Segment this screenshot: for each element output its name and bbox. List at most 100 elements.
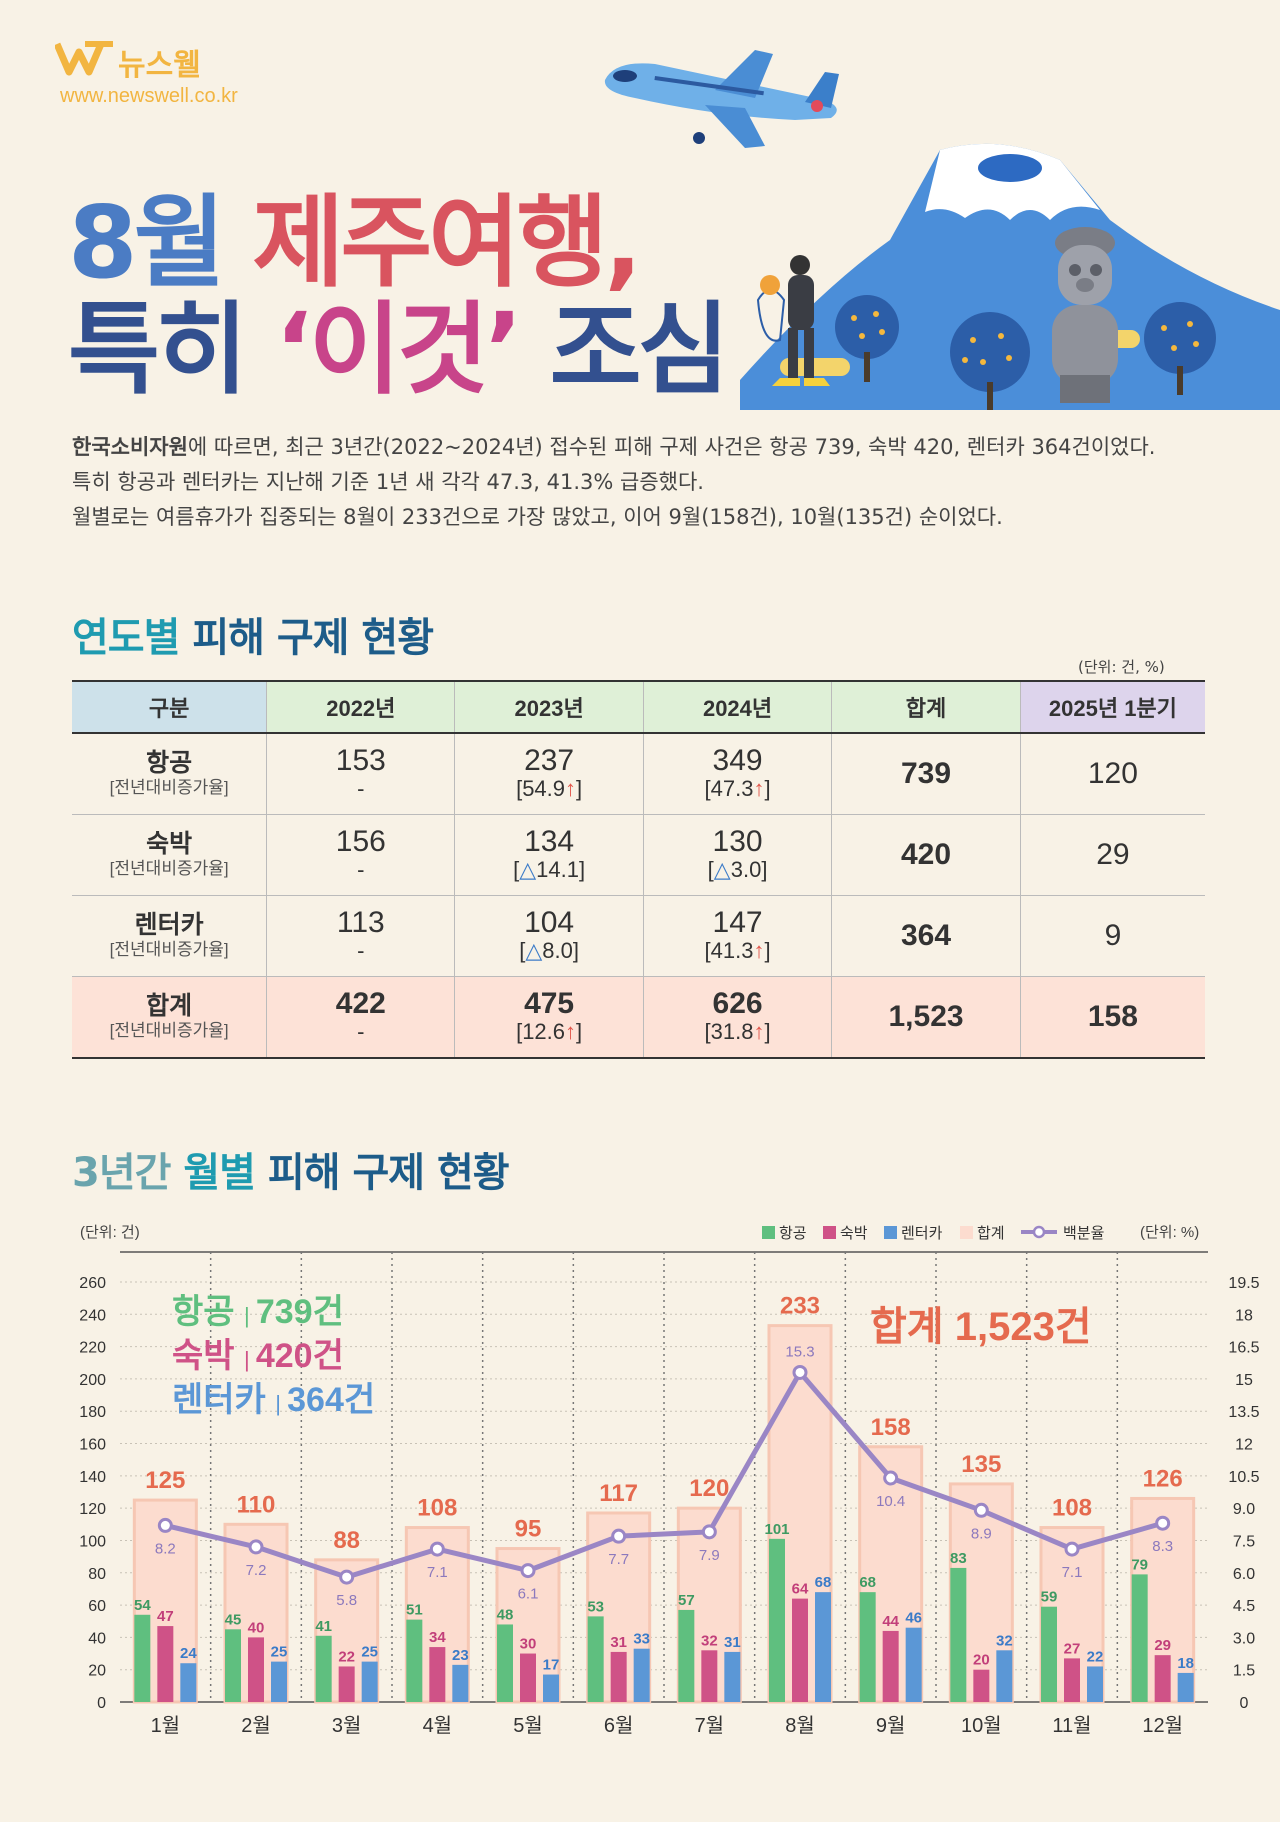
row-sublabel: [전년대비증가율] <box>109 940 229 959</box>
monthly-chart: (단위: 건) (단위: %) 항공 숙박 렌터카 합계 백분율 0 20 40 60 80 100 12… <box>79 1224 1259 1737</box>
table-cell-total: 739 <box>831 733 1021 815</box>
percent-label: 7.1 <box>427 1564 448 1581</box>
bar-value-label: 101 <box>764 1521 789 1538</box>
bar-value-label: 17 <box>543 1657 560 1674</box>
percent-label: 8.3 <box>1152 1538 1173 1555</box>
bar-항공 <box>1041 1606 1057 1702</box>
bar-total-label: 135 <box>961 1451 1001 1478</box>
annotation-stay: 숙박 | 420건 <box>172 1337 344 1375</box>
cell-value: 113 <box>336 906 385 939</box>
y-right-tick: 0 <box>1240 1695 1249 1712</box>
bar-total-label: 233 <box>780 1293 820 1320</box>
bar-value-label: 22 <box>338 1648 355 1665</box>
brand-url[interactable]: www.newswell.co.kr <box>60 85 238 107</box>
table-cell-y2022: 156- <box>266 814 455 896</box>
cell-value: 147 <box>712 906 763 939</box>
bar-렌터카 <box>543 1674 559 1702</box>
bar-항공 <box>587 1616 604 1702</box>
table-title-part-1: 연도별 <box>72 615 180 661</box>
bar-value-label: 29 <box>1154 1637 1171 1654</box>
percent-marker <box>883 1470 899 1486</box>
bar-항공 <box>678 1609 695 1702</box>
bar-value-label: 31 <box>610 1634 627 1651</box>
table-row: 합계 [전년대비증가율] 422-475 [12.6↑] 626 [31.8↑] 1,523… <box>72 976 1205 1059</box>
row-sublabel: [전년대비증가율] <box>109 859 229 878</box>
legend-label: 항공 <box>779 1225 807 1242</box>
intro-source: 한국소비자원 <box>72 435 188 459</box>
percent-marker <box>520 1563 536 1579</box>
y-left-tick: 260 <box>79 1275 106 1292</box>
bar-항공 <box>950 1567 967 1702</box>
bar-value-label: 45 <box>225 1611 242 1628</box>
bar-value-label: 53 <box>587 1598 604 1615</box>
x-tick-label: 5월 <box>513 1714 543 1737</box>
legend-marker <box>1032 1225 1046 1239</box>
x-tick-label: 1월 <box>151 1714 181 1737</box>
table-cell-y2022: 153- <box>266 733 455 815</box>
legend-label: 합계 <box>977 1225 1005 1242</box>
x-tick-label: 4월 <box>423 1714 453 1737</box>
y-left-tick: 220 <box>79 1340 106 1357</box>
table-body: 항공 [전년대비증가율] 153-237 [54.9↑] 349 [47.3↑] 739 12… <box>72 733 1205 1059</box>
table-unit: (단위: 건, %) <box>1078 658 1165 676</box>
bar-value-label: 57 <box>678 1592 695 1609</box>
bar-value-label: 20 <box>973 1652 990 1669</box>
percent-label: 6.1 <box>518 1586 539 1603</box>
bar-항공 <box>134 1614 151 1702</box>
legend-swatch <box>884 1226 897 1239</box>
row-name: 렌터카 <box>134 911 204 939</box>
bar-value-label: 34 <box>429 1629 446 1646</box>
table-row: 렌터카 [전년대비증가율] 113-104 [△8.0] 147 [41.3↑] 364 9 <box>72 895 1205 977</box>
intro-line-3: 월별로는 여름휴가가 집중되는 8월이 233건으로 가장 많았고, 이어 9월… <box>72 505 1003 529</box>
table-cell-y2022: 113- <box>266 895 455 977</box>
cell-rate: [54.9↑] <box>516 776 583 801</box>
cell-value: 349 <box>712 744 763 777</box>
bar-total-label: 120 <box>689 1475 729 1502</box>
annotation-total: 합계 1,523건 <box>870 1305 1092 1349</box>
intro-line-1: 에 따르면, 최근 3년간(2022~2024년) 접수된 피해 구제 사건은 … <box>187 435 1156 459</box>
cell-rate: [47.3↑] <box>704 776 771 801</box>
bar-항공 <box>315 1635 332 1702</box>
table-cell-q1-2025: 29 <box>1019 814 1205 896</box>
y-left-unit: (단위: 건) <box>80 1224 140 1241</box>
y-right-tick: 13.5 <box>1228 1404 1259 1421</box>
bar-value-label: 25 <box>361 1644 378 1661</box>
table-cell-q1-2025: 158 <box>1019 976 1205 1059</box>
cell-value: 626 <box>712 987 763 1020</box>
bar-value-label: 22 <box>1087 1648 1104 1665</box>
percent-marker <box>701 1524 717 1540</box>
bar-value-label: 83 <box>950 1550 967 1567</box>
bar-렌터카 <box>271 1661 287 1702</box>
y-right-tick: 1.5 <box>1233 1663 1255 1680</box>
percent-marker <box>157 1517 173 1533</box>
bar-렌터카 <box>724 1651 741 1702</box>
bar-숙박 <box>610 1651 627 1702</box>
y-right-unit: (단위: %) <box>1140 1224 1199 1241</box>
table-header-row: 구분 2022년 2023년 2024년 합계 2025년 1분기 <box>72 681 1205 734</box>
bar-렌터카 <box>905 1627 922 1702</box>
bar-항공 <box>225 1629 241 1702</box>
table-cell-y2024: 626 [31.8↑] <box>642 976 832 1059</box>
bar-value-label: 24 <box>180 1645 197 1662</box>
bar-value-label: 30 <box>520 1636 537 1653</box>
haenyeo-diver-illustration <box>756 255 830 386</box>
bar-항공 <box>406 1619 423 1702</box>
bar-value-label: 23 <box>452 1647 469 1664</box>
bar-렌터카 <box>361 1661 378 1702</box>
x-tick-label: 12월 <box>1142 1714 1183 1737</box>
chart-section-title: 3년간 월별 피해 구제 현황 <box>72 1140 510 1198</box>
table-cell-y2023: 134 [△14.1] <box>454 814 644 896</box>
headline-month: 8월 <box>68 184 226 301</box>
bar-숙박 <box>701 1650 718 1702</box>
bar-value-label: 68 <box>815 1574 832 1591</box>
table-row: 항공 [전년대비증가율] 153-237 [54.9↑] 349 [47.3↑] 739 12… <box>72 733 1205 815</box>
chart-title-part-2: 월별 <box>183 1150 256 1196</box>
bar-숙박 <box>882 1630 899 1702</box>
percent-marker <box>248 1539 264 1555</box>
y-left-tick: 60 <box>88 1598 106 1615</box>
y-right-tick: 9.0 <box>1233 1501 1255 1518</box>
bar-total-label: 117 <box>599 1480 638 1507</box>
percent-label: 8.9 <box>971 1525 992 1542</box>
brand-logo-icon <box>55 41 113 76</box>
bar-숙박 <box>248 1637 264 1702</box>
